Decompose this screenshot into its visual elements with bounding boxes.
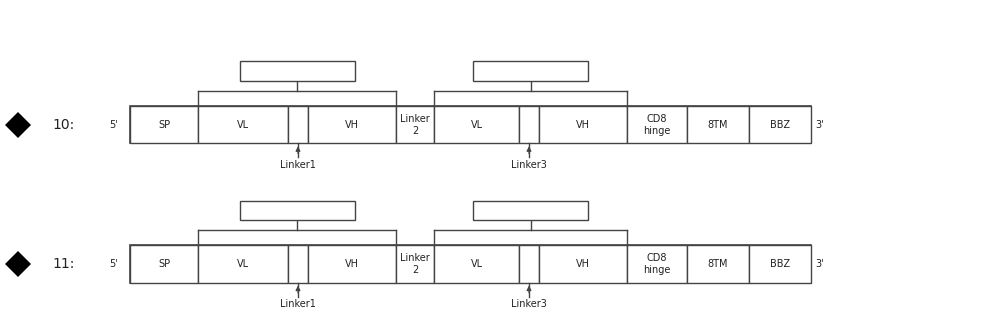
Bar <box>627 106 687 143</box>
Bar <box>288 246 308 283</box>
Bar <box>687 106 749 143</box>
Bar <box>519 246 539 283</box>
Text: 8TM: 8TM <box>708 259 728 269</box>
Text: 3': 3' <box>815 120 824 130</box>
Bar <box>473 201 588 220</box>
Text: Linker
2: Linker 2 <box>400 114 430 135</box>
Text: VL: VL <box>237 120 249 130</box>
Text: SP: SP <box>158 120 170 130</box>
Text: CD123-ScFv: CD123-ScFv <box>497 66 564 76</box>
Bar <box>240 62 355 81</box>
Text: 5': 5' <box>109 120 118 130</box>
Bar <box>627 246 687 283</box>
Text: VH: VH <box>345 120 359 130</box>
Text: 3': 3' <box>815 259 824 269</box>
Bar <box>130 246 811 283</box>
Text: CD8
hinge: CD8 hinge <box>643 253 671 275</box>
Text: VH: VH <box>576 259 590 269</box>
Text: VL: VL <box>470 120 483 130</box>
Text: BBZ: BBZ <box>770 259 790 269</box>
Text: 5': 5' <box>109 259 118 269</box>
Bar <box>240 201 355 220</box>
Bar <box>198 106 288 143</box>
Bar <box>519 106 539 143</box>
Bar <box>130 246 198 283</box>
Bar <box>434 246 519 283</box>
Text: CD8
hinge: CD8 hinge <box>643 114 671 135</box>
Bar <box>749 246 811 283</box>
Text: Linker3: Linker3 <box>511 299 547 309</box>
Text: Linker3: Linker3 <box>511 160 547 169</box>
Bar <box>687 246 749 283</box>
Bar <box>539 246 627 283</box>
Bar <box>308 106 396 143</box>
Bar <box>396 106 434 143</box>
Text: Linker
2: Linker 2 <box>400 253 430 275</box>
Text: CD19-ScFv: CD19-ScFv <box>267 66 327 76</box>
Bar <box>308 246 396 283</box>
Text: VH: VH <box>576 120 590 130</box>
Bar <box>539 106 627 143</box>
Text: VL: VL <box>237 259 249 269</box>
Bar <box>473 62 588 81</box>
Text: BBZ: BBZ <box>770 120 790 130</box>
Bar <box>434 106 519 143</box>
Bar <box>396 246 434 283</box>
Text: SP: SP <box>158 259 170 269</box>
Bar <box>130 106 198 143</box>
Text: 11:: 11: <box>52 257 74 271</box>
Text: 8TM: 8TM <box>708 120 728 130</box>
Bar <box>749 106 811 143</box>
Text: VL: VL <box>470 259 483 269</box>
Text: 10:: 10: <box>52 118 74 132</box>
Bar <box>198 246 288 283</box>
Text: Linker1: Linker1 <box>280 160 316 169</box>
Text: CD123-ScFv: CD123-ScFv <box>263 205 331 215</box>
Bar <box>130 106 811 143</box>
Bar <box>288 106 308 143</box>
Text: Linker1: Linker1 <box>280 299 316 309</box>
Text: VH: VH <box>345 259 359 269</box>
Text: CD19-ScFv: CD19-ScFv <box>500 205 561 215</box>
